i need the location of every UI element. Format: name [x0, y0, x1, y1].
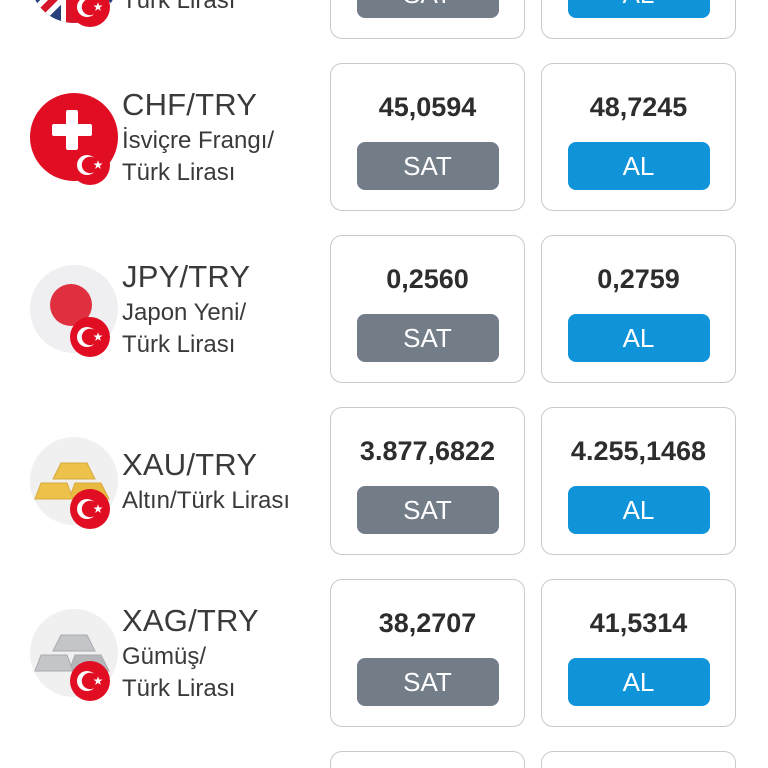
al-button[interactable]: AL — [567, 0, 710, 18]
sat-button[interactable]: SAT — [356, 486, 499, 534]
al-button[interactable]: AL — [567, 658, 710, 706]
buy-price-card: 41,5314 AL — [541, 579, 736, 727]
turkish-flag-badge-icon — [70, 317, 110, 357]
pair-info: XAU/TRY Altın/Türk Lirası — [0, 437, 330, 529]
turkish-flag-badge-icon — [70, 145, 110, 185]
pair-description-line: İsviçre Frangı/ — [122, 127, 275, 154]
buy-price-card: AL — [541, 751, 736, 768]
buy-price-value: 41,5314 — [589, 608, 688, 638]
sell-price-card: SAT — [330, 751, 525, 768]
sell-price-card: 38,2707 SAT — [330, 579, 525, 727]
gold-bars-icon — [30, 437, 118, 529]
currency-row: SAT AL — [0, 739, 768, 768]
buy-price-card: 4.255,1468 AL — [541, 407, 736, 555]
sell-price-value: 0,2560 — [386, 264, 469, 294]
sat-button[interactable]: SAT — [356, 314, 499, 362]
pair-text-block: XAG/TRY Gümüş/ Türk Lirası — [122, 601, 259, 705]
pair-info: XAG/TRY Gümüş/ Türk Lirası — [0, 601, 330, 705]
pair-info: Türk Lirası — [0, 0, 330, 27]
price-cards: 38,2707 SAT 41,5314 AL — [330, 579, 736, 727]
pair-description-line: Türk Lirası — [122, 675, 236, 702]
currency-row: XAG/TRY Gümüş/ Türk Lirası 38,2707 SAT 4… — [0, 567, 768, 739]
price-cards: 0,2560 SAT 0,2759 AL — [330, 235, 736, 383]
pair-code: XAU/TRY — [122, 447, 258, 482]
sell-price-value: 45,0594 — [378, 92, 477, 122]
sat-button[interactable]: SAT — [356, 0, 499, 18]
pair-text-block: CHF/TRY İsviçre Frangı/ Türk Lirası — [122, 85, 274, 189]
pair-text-block: JPY/TRY Japon Yeni/ Türk Lirası — [122, 257, 250, 361]
sat-button[interactable]: SAT — [356, 142, 499, 190]
buy-price-value: 0,2759 — [597, 264, 680, 294]
pair-description-line: Türk Lirası — [122, 159, 236, 186]
pair-text-block: Türk Lirası — [122, 0, 235, 17]
turkish-flag-badge-icon — [70, 489, 110, 529]
jpy-flag-icon — [30, 265, 118, 357]
currency-row: XAU/TRY Altın/Türk Lirası 3.877,6822 SAT… — [0, 395, 768, 567]
pair-code: CHF/TRY — [122, 87, 258, 122]
buy-price-card: 0,2759 AL — [541, 235, 736, 383]
sat-button[interactable]: SAT — [356, 658, 499, 706]
pair-code: JPY/TRY — [122, 259, 251, 294]
flag-icon-partial — [30, 0, 118, 27]
pair-info: JPY/TRY Japon Yeni/ Türk Lirası — [0, 257, 330, 361]
buy-price-card: AL — [541, 0, 736, 39]
al-button[interactable]: AL — [567, 142, 710, 190]
sell-price-card: 45,0594 SAT — [330, 63, 525, 211]
price-cards: SAT AL — [330, 0, 736, 39]
price-cards: SAT AL — [330, 751, 736, 768]
pair-info: CHF/TRY İsviçre Frangı/ Türk Lirası — [0, 85, 330, 189]
currency-row: Türk Lirası SAT AL — [0, 0, 768, 51]
turkish-flag-badge-icon — [70, 661, 110, 701]
pair-description-line: Japon Yeni/ — [122, 299, 247, 326]
chf-flag-icon — [30, 93, 118, 185]
sell-price-card: 3.877,6822 SAT — [330, 407, 525, 555]
al-button[interactable]: AL — [567, 486, 710, 534]
pair-description-line: Altın/Türk Lirası — [122, 487, 291, 514]
price-cards: 45,0594 SAT 48,7245 AL — [330, 63, 736, 211]
buy-price-value: 4.255,1468 — [570, 436, 707, 466]
pair-description-line: Gümüş/ — [122, 643, 207, 670]
sell-price-value: 3.877,6822 — [359, 436, 496, 466]
price-cards: 3.877,6822 SAT 4.255,1468 AL — [330, 407, 736, 555]
currency-row: CHF/TRY İsviçre Frangı/ Türk Lirası 45,0… — [0, 51, 768, 223]
currency-row: JPY/TRY Japon Yeni/ Türk Lirası 0,2560 S… — [0, 223, 768, 395]
al-button[interactable]: AL — [567, 314, 710, 362]
pair-text-block: XAU/TRY Altın/Türk Lirası — [122, 445, 290, 517]
sell-price-card: 0,2560 SAT — [330, 235, 525, 383]
pair-code: XAG/TRY — [122, 603, 259, 638]
buy-price-card: 48,7245 AL — [541, 63, 736, 211]
buy-price-value: 48,7245 — [589, 92, 688, 122]
silver-bars-icon — [30, 609, 118, 701]
sell-price-value: 38,2707 — [378, 608, 477, 638]
sell-price-card: SAT — [330, 0, 525, 39]
turkish-flag-badge-icon — [70, 0, 110, 27]
pair-description-line: Türk Lirası — [122, 0, 236, 14]
pair-description-line: Türk Lirası — [122, 331, 236, 358]
